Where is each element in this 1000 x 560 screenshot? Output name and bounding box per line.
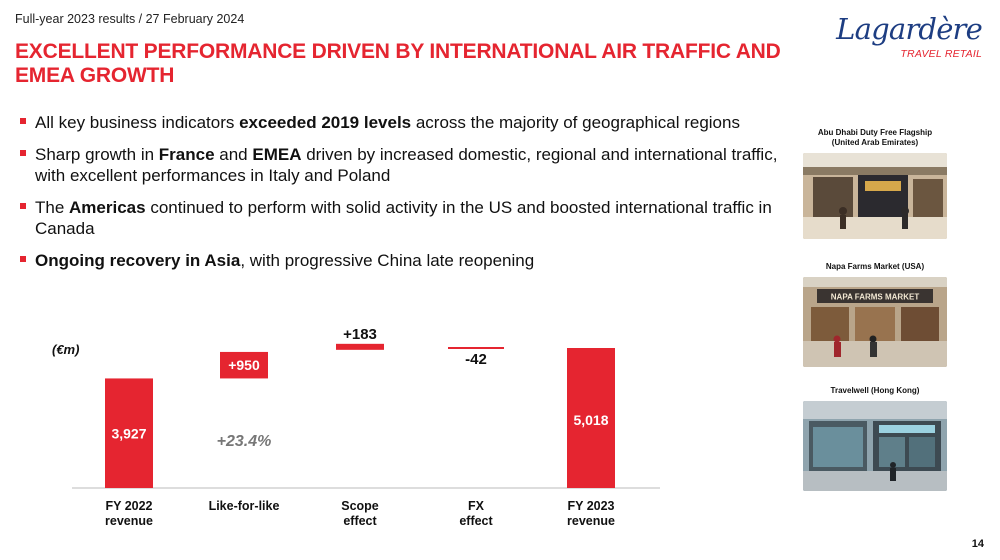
photo-panel-abu-dhabi: Abu Dhabi Duty Free Flagship (United Arab… <box>800 128 950 244</box>
waterfall-data-label: +950 <box>228 357 260 373</box>
lagardere-logo: Lagardère TRAVEL RETAIL <box>836 12 992 62</box>
category-label: FY 2022 revenue <box>105 499 153 528</box>
logo-tagline: TRAVEL RETAIL <box>900 48 982 60</box>
category-label: Scope effect <box>341 499 379 528</box>
waterfall-data-label: 5,018 <box>573 412 608 428</box>
photo-caption: Travelwell (Hong Kong) <box>830 386 920 395</box>
category-label: Like-for-like <box>209 499 280 513</box>
waterfall-data-label: -42 <box>465 351 487 368</box>
waterfall-bar <box>448 347 504 349</box>
store-photo-abu-dhabi <box>803 153 947 239</box>
store-sign-text: NAPA FARMS MARKET <box>831 293 920 302</box>
photo-caption: Abu Dhabi Duty Free Flagship (United Arab… <box>817 128 933 147</box>
presentation-subtitle: Full-year 2023 results / 27 February 202… <box>15 12 245 26</box>
slide-title: EXCELLENT PERFORMANCE DRIVEN BY INTERNAT… <box>15 40 781 87</box>
page-number: 14 <box>971 538 984 550</box>
photo-panel-hong-kong: Travelwell (Hong Kong) <box>800 386 950 496</box>
growth-annotation: +23.4% <box>217 433 272 450</box>
photo-panel-napa: Napa Farms Market (USA) NAPA FARMS MARKE… <box>800 262 950 372</box>
bullet-list: All key business indicators exceeded 201… <box>20 112 790 282</box>
waterfall-bar <box>105 378 153 488</box>
photo-caption: Napa Farms Market (USA) <box>825 262 925 271</box>
waterfall-bar <box>336 343 384 350</box>
store-photo-hong-kong <box>803 401 947 491</box>
category-label: FY 2023 revenue <box>567 499 615 528</box>
category-label: FX effect <box>459 499 493 528</box>
waterfall-data-label: 3,927 <box>111 426 146 442</box>
store-photo-napa: NAPA FARMS MARKET <box>803 277 947 367</box>
waterfall-data-label: +183 <box>343 326 377 343</box>
bullet-item: The Americas continued to perform with s… <box>20 197 790 239</box>
waterfall-bar <box>567 348 615 488</box>
revenue-bridge-chart: (€m) 3,927 FY 2022 revenue +950 Like-for-like… <box>52 326 660 528</box>
chart-unit-label: (€m) <box>52 342 79 357</box>
waterfall-bar <box>220 351 268 379</box>
bullet-item: Sharp growth in France and EMEA driven b… <box>20 144 790 186</box>
bullet-item: Ongoing recovery in Asia, with progressi… <box>20 250 790 271</box>
logo-wordmark: Lagardère <box>836 12 983 46</box>
bullet-item: All key business indicators exceeded 201… <box>20 112 790 133</box>
